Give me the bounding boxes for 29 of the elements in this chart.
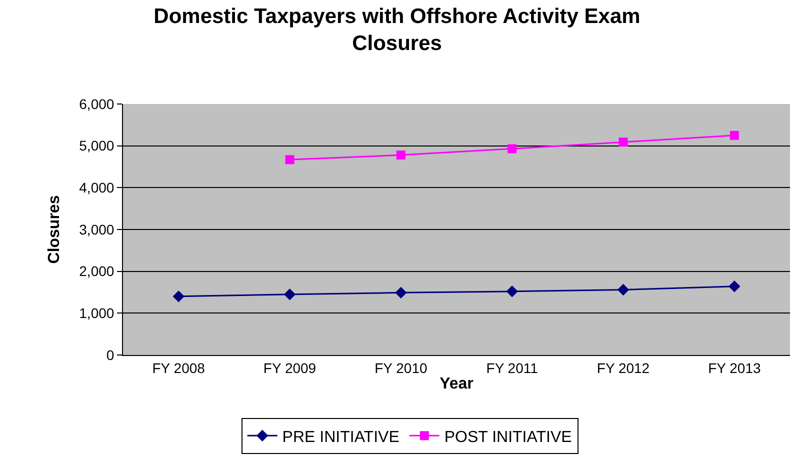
- x-tick-label: FY 2011: [486, 360, 538, 376]
- x-tick-label: FY 2008: [152, 360, 206, 376]
- legend-label: PRE INITIATIVE: [282, 428, 400, 446]
- x-tick-label: FY 2012: [596, 360, 650, 376]
- x-tick-label: FY 2009: [263, 360, 316, 376]
- y-tick-label: 0: [106, 346, 114, 363]
- point: [618, 138, 628, 147]
- y-tick-label: 6,000: [79, 96, 114, 112]
- chart-title: Domestic Taxpayers with Offshore Activity Exam Closures: [154, 4, 640, 56]
- point: [730, 130, 739, 140]
- point: [284, 288, 296, 300]
- y-tick-label: 2,000: [79, 263, 114, 280]
- point: [506, 286, 518, 298]
- legend-label: POST INITIATIVE: [444, 428, 572, 446]
- point: [508, 144, 517, 154]
- x-axis-title: Year: [440, 376, 474, 392]
- point: [395, 286, 407, 299]
- point: [172, 290, 184, 302]
- y-tick-label: 3,000: [79, 221, 114, 238]
- y-tick-label: 4,000: [79, 180, 114, 196]
- point: [617, 284, 630, 296]
- x-tick-label: FY 2010: [374, 360, 428, 376]
- point: [728, 280, 740, 292]
- y-tick-label: 5,000: [79, 138, 114, 154]
- y-axis-title: Closures: [46, 195, 64, 264]
- point: [285, 155, 294, 164]
- x-tick-label: FY 2013: [708, 360, 761, 376]
- point: [396, 150, 406, 160]
- y-tick-label: 1,000: [79, 305, 114, 322]
